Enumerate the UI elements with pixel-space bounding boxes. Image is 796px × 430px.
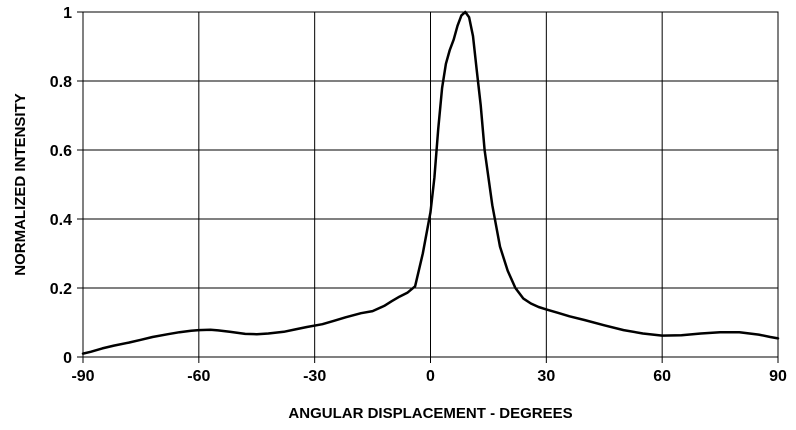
x-tick-label: 0 xyxy=(426,368,435,385)
series-line xyxy=(81,10,780,355)
x-tick-label: -60 xyxy=(187,368,210,385)
x-tick-label: -30 xyxy=(303,368,326,385)
y-tick-label: 0.2 xyxy=(50,281,72,298)
x-axis-title: ANGULAR DISPLACEMENT - DEGREES xyxy=(288,405,572,422)
y-tick-label: 0.4 xyxy=(50,212,72,229)
y-tick-label: 1 xyxy=(63,5,72,22)
x-tick-label: 90 xyxy=(769,368,787,385)
x-tick-label: 60 xyxy=(653,368,671,385)
x-tick-label: -90 xyxy=(71,368,94,385)
grid-lines xyxy=(82,11,779,358)
y-tick-label: 0.8 xyxy=(50,74,72,91)
y-axis-title: NORMALIZED INTENSITY xyxy=(12,93,29,276)
x-tick-label: 30 xyxy=(537,368,555,385)
y-tick-label: 0.6 xyxy=(50,143,72,160)
y-tick-label: 0 xyxy=(63,350,72,367)
series-layer xyxy=(81,10,780,355)
x-axis-ticks: -90 -60 -30 0 30 60 90 xyxy=(71,357,787,385)
y-axis-ticks: 0 0.2 0.4 0.6 0.8 1 xyxy=(50,5,83,367)
